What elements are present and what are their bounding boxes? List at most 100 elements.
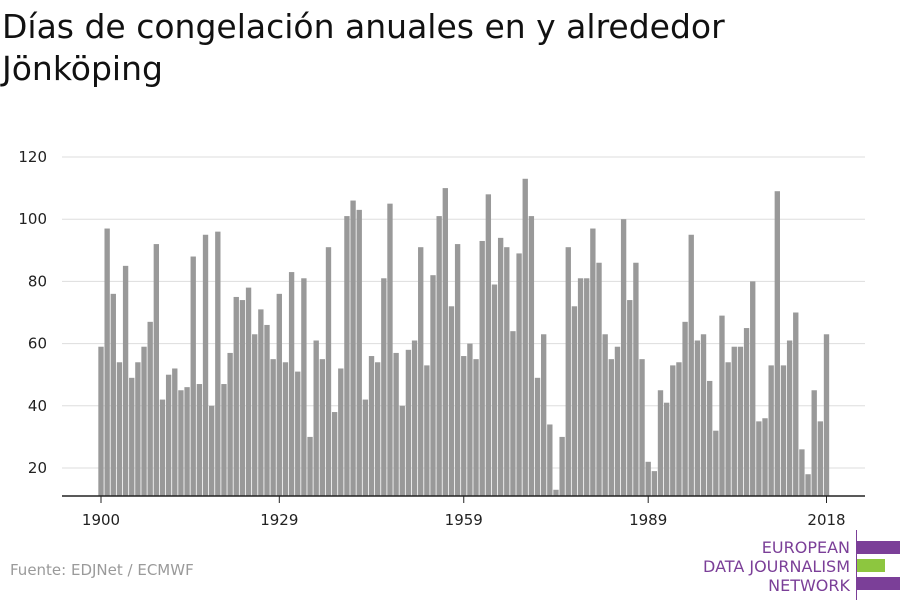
y-axis-ticks: 20 40 60 80 100 120: [18, 148, 47, 477]
bar-1994: [676, 362, 682, 496]
bar-1967: [510, 331, 516, 496]
y-tick-label: 120: [18, 148, 47, 166]
bar-1962: [479, 240, 485, 496]
bar-1989: [645, 461, 651, 496]
logo-text-line3: NETWORK: [768, 576, 850, 595]
bar-2018: [823, 334, 830, 496]
bar-1902: [110, 293, 116, 496]
bar-1916: [196, 384, 203, 496]
chart-title: Días de congelación anuales en y alreded…: [2, 7, 725, 88]
bar-1992: [663, 402, 670, 496]
x-tick-label: 2018: [807, 511, 845, 529]
bar-1958: [454, 244, 461, 496]
bar-2013: [793, 312, 799, 496]
bar-1993: [670, 365, 676, 496]
bar-1999: [707, 380, 713, 496]
bar-1980: [590, 228, 596, 496]
bar-2005: [743, 328, 750, 496]
logo-bar-middle: [857, 559, 885, 572]
bar-1945: [374, 362, 381, 496]
bar-2011: [780, 365, 787, 496]
bar-1963: [485, 194, 492, 496]
bar-1932: [295, 371, 301, 496]
bar-1929: [276, 293, 282, 496]
bar-2009: [768, 365, 774, 496]
bar-2004: [737, 346, 744, 496]
bar-1921: [227, 352, 233, 496]
bar-1991: [657, 390, 664, 496]
bar-1939: [338, 368, 344, 496]
bar-1968: [516, 253, 522, 496]
bar-1969: [522, 178, 528, 497]
bar-1979: [584, 278, 590, 496]
bar-1998: [700, 334, 707, 496]
bar-1934: [307, 436, 313, 496]
bar-1912: [172, 368, 178, 496]
bar-1997: [694, 340, 701, 496]
bar-1986: [627, 300, 633, 496]
bar-1901: [104, 228, 110, 496]
bar-1974: [553, 489, 559, 496]
bar-1922: [233, 296, 239, 496]
logo-bar-top: [857, 541, 900, 554]
y-tick-label: 40: [28, 397, 47, 415]
bar-1990: [651, 471, 658, 496]
bar-1915: [190, 256, 196, 496]
bar-1925: [252, 334, 258, 496]
bar-1930: [282, 362, 289, 496]
bar-1914: [184, 387, 190, 496]
bar-1984: [614, 346, 621, 496]
bar-1961: [473, 359, 479, 496]
x-axis-ticks: 1900 1929 1959 1989 2018: [82, 496, 846, 529]
bar-1926: [258, 309, 264, 496]
bar-2003: [731, 346, 737, 496]
bar-1955: [436, 216, 442, 496]
logo-text-line1: EUROPEAN: [761, 538, 850, 557]
source-note: Fuente: EDJNet / ECMWF: [10, 561, 194, 579]
bar-1913: [178, 390, 184, 496]
bar-1927: [264, 324, 270, 496]
bar-1946: [381, 278, 387, 496]
bar-1982: [602, 334, 608, 496]
bar-1948: [393, 352, 399, 496]
bar-1943: [362, 399, 369, 496]
bar-1957: [448, 306, 455, 496]
bar-2016: [811, 390, 817, 496]
bar-2017: [817, 421, 824, 496]
y-tick-label: 60: [28, 335, 47, 353]
bar-2010: [774, 191, 780, 497]
bar-1949: [399, 405, 405, 496]
logo-bar-bottom: [857, 577, 900, 590]
bar-1931: [288, 272, 295, 496]
y-tick-label: 20: [28, 459, 47, 477]
bar-1996: [688, 234, 694, 496]
bar-1938: [331, 412, 338, 496]
bar-1988: [639, 359, 645, 496]
bar-1942: [356, 209, 362, 496]
bar-2006: [750, 281, 756, 496]
bar-1983: [608, 359, 614, 496]
bar-1937: [325, 247, 332, 496]
bar-1965: [497, 237, 504, 497]
bar-1954: [430, 275, 436, 496]
bar-1910: [159, 399, 166, 496]
bar-1936: [319, 359, 326, 496]
bar-1953: [424, 365, 430, 496]
bar-1973: [547, 424, 553, 496]
bar-1944: [368, 356, 375, 496]
bar-2008: [762, 418, 768, 496]
y-tick-label: 80: [28, 272, 47, 290]
bar-1933: [301, 278, 307, 496]
x-tick-label: 1989: [629, 511, 667, 529]
bar-1940: [344, 216, 350, 496]
bar-1985: [620, 219, 627, 496]
bar-1995: [682, 321, 688, 496]
bar-1924: [245, 287, 252, 496]
bar-1903: [116, 362, 123, 496]
x-tick-label: 1900: [82, 511, 120, 529]
bar-1918: [208, 405, 215, 496]
bar-2001: [719, 315, 725, 496]
bar-1987: [633, 262, 639, 496]
bar-series: [98, 178, 830, 497]
